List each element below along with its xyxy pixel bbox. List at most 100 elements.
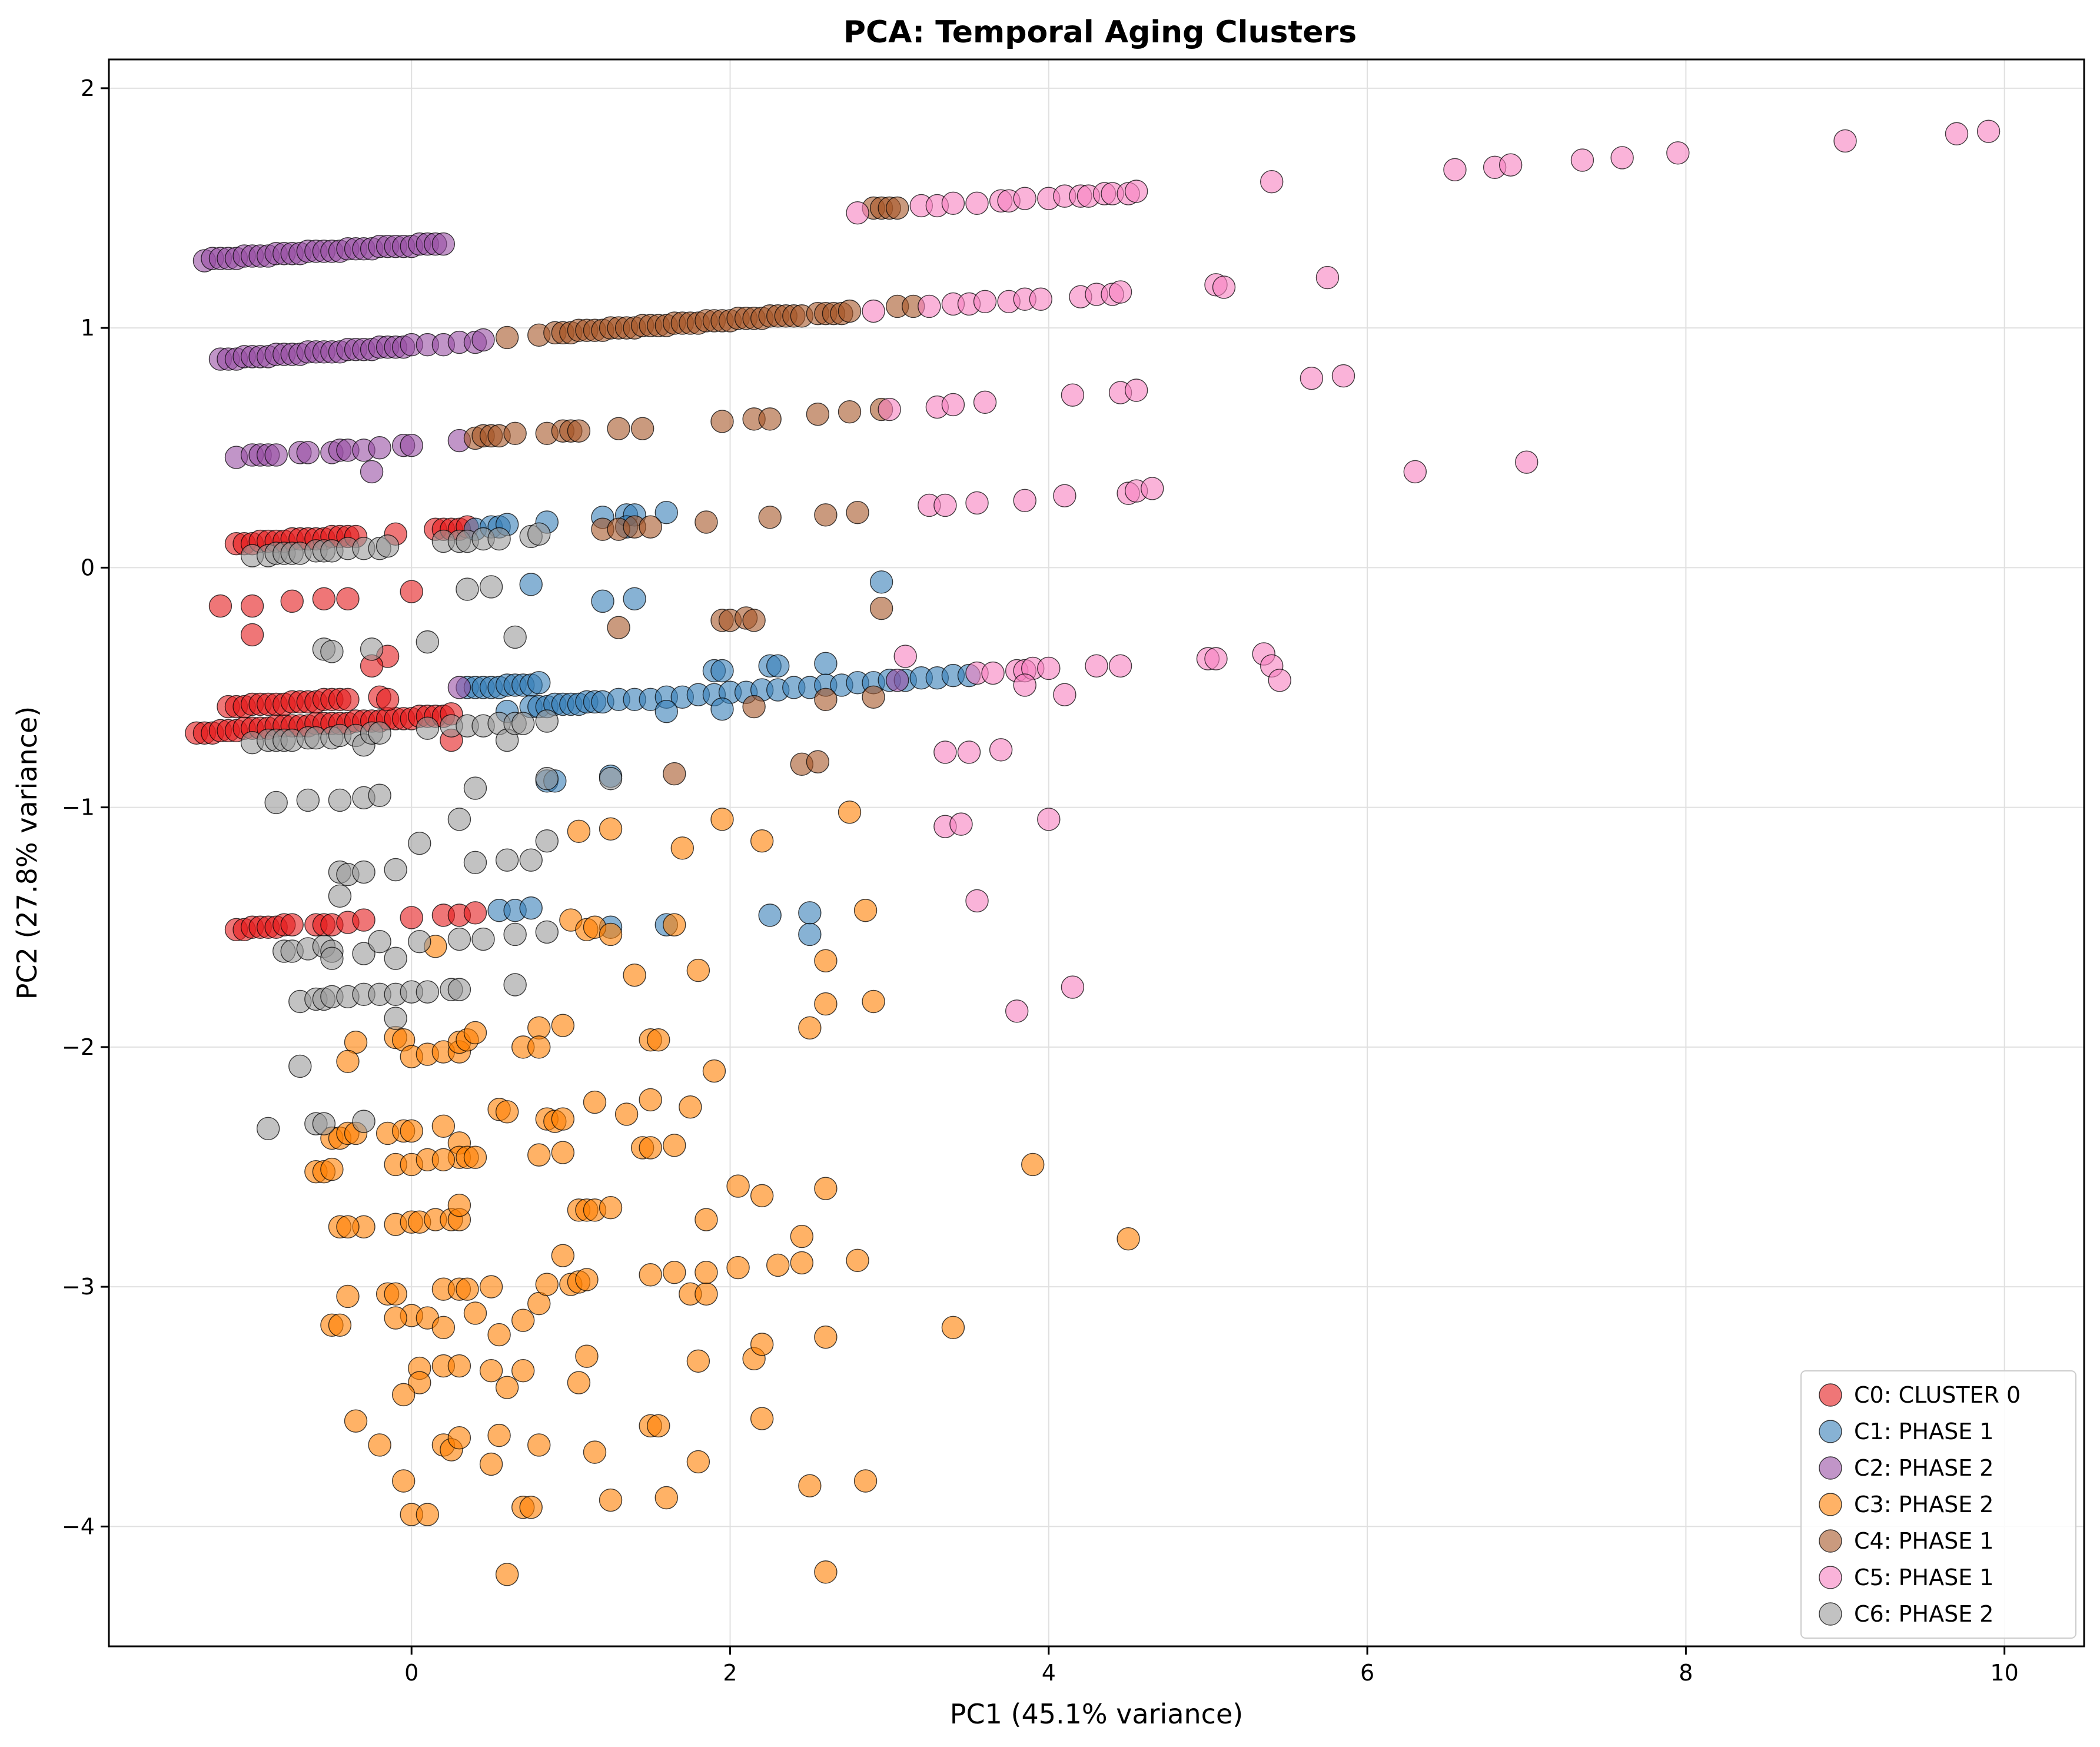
data-point-c3 [846,1248,869,1273]
data-point-c3 [575,1344,599,1368]
data-point-c3 [750,1407,774,1430]
data-point-c3 [695,1282,718,1306]
data-point-c1 [710,659,734,683]
data-point-c6 [535,920,559,944]
data-point-c1 [814,652,838,675]
data-point-c3 [495,1100,519,1124]
data-point-c3 [686,1349,710,1373]
data-point-c5 [1610,146,1634,170]
data-point-c6 [599,767,623,791]
y-tick-label: 1 [81,315,95,341]
data-point-c4 [758,407,782,431]
data-point-c4 [495,326,519,350]
data-point-c4 [885,196,909,220]
data-point-c4 [862,685,885,709]
data-point-c0 [400,906,423,929]
data-point-c6 [487,527,511,551]
data-point-c5 [981,661,1005,685]
y-tick-label: 2 [81,75,95,101]
data-point-c6 [447,808,471,831]
data-point-c6 [503,973,527,997]
data-point-c3 [551,1244,575,1267]
data-point-c3 [320,1157,344,1181]
legend-label: C1: PHASE 1 [1854,1419,1993,1444]
chart-title: PCA: Temporal Aging Clusters [843,15,1357,50]
data-point-c5 [973,390,997,414]
data-point-c3 [599,1488,623,1512]
legend-marker [1819,1529,1842,1553]
data-point-c5 [1268,669,1291,692]
data-point-c3 [495,1563,519,1586]
y-tick-label: −4 [62,1513,95,1539]
data-point-c3 [647,1028,670,1052]
data-point-c5 [1053,484,1076,507]
data-point-c1 [519,573,543,596]
data-point-c6 [320,946,344,970]
data-point-c3 [463,1145,487,1169]
data-point-c3 [368,1433,391,1457]
data-point-c3 [663,913,686,936]
data-point-c3 [447,1354,471,1378]
data-point-c4 [630,417,654,440]
data-point-c3 [551,1107,575,1131]
legend-marker [1819,1383,1842,1407]
data-point-c3 [766,1253,790,1277]
legend-label: C2: PHASE 2 [1854,1455,1993,1481]
data-points [185,119,2001,1586]
axis-ticks: 0 2 4 6 8 10 −4 −3 −2 −1 0 1 2 [62,75,2019,1686]
data-point-c5 [1443,158,1467,182]
data-point-c5 [1331,364,1355,388]
data-point-c3 [527,1035,551,1059]
data-point-c3 [583,1440,607,1464]
data-point-c5 [933,493,957,517]
plot-area-frame [108,58,2085,1648]
data-point-c3 [663,1134,686,1157]
data-point-c3 [527,1433,551,1457]
data-point-c4 [814,503,838,527]
data-point-c1 [654,700,678,723]
data-point-c3 [479,1452,503,1476]
y-axis-title: PC2 (27.8% variance) [11,706,43,999]
data-point-c6 [416,716,439,740]
data-point-c4 [695,510,718,534]
data-point-c6 [328,884,352,908]
data-point-c3 [599,1196,623,1220]
data-point-c5 [918,294,941,318]
data-point-c0 [400,580,423,603]
data-point-c3 [702,1059,726,1083]
data-point-c0 [336,587,360,611]
data-point-c6 [264,791,288,815]
data-point-c5 [1053,683,1076,706]
data-point-c5 [1013,489,1036,513]
data-point-c6 [376,534,400,558]
data-point-c3 [670,836,695,860]
data-point-c5 [941,191,965,215]
data-point-c0 [240,594,264,618]
legend-marker [1819,1566,1842,1589]
data-point-c5 [1260,170,1284,194]
data-point-c3 [384,1306,407,1330]
data-point-c2 [368,436,391,460]
data-point-c3 [695,1208,718,1231]
data-point-c4 [806,403,830,426]
data-point-c4 [806,750,830,773]
data-point-c3 [814,992,838,1016]
data-point-c3 [416,1503,439,1526]
data-point-c4 [607,616,630,639]
data-point-c5 [965,491,989,515]
data-point-c6 [360,637,384,661]
x-tick-label: 4 [1042,1660,1056,1686]
data-point-c3 [639,1263,662,1287]
data-point-c5 [965,889,989,913]
data-point-c0 [463,901,487,925]
data-point-c1 [869,570,893,594]
legend-marker [1819,1493,1842,1516]
data-point-c5 [1315,265,1340,290]
data-point-c5 [1945,122,1969,145]
data-point-c5 [965,191,989,215]
data-point-c1 [654,501,678,524]
data-point-c6 [384,858,407,882]
data-point-c6 [503,625,527,649]
data-point-c3 [798,1474,822,1497]
